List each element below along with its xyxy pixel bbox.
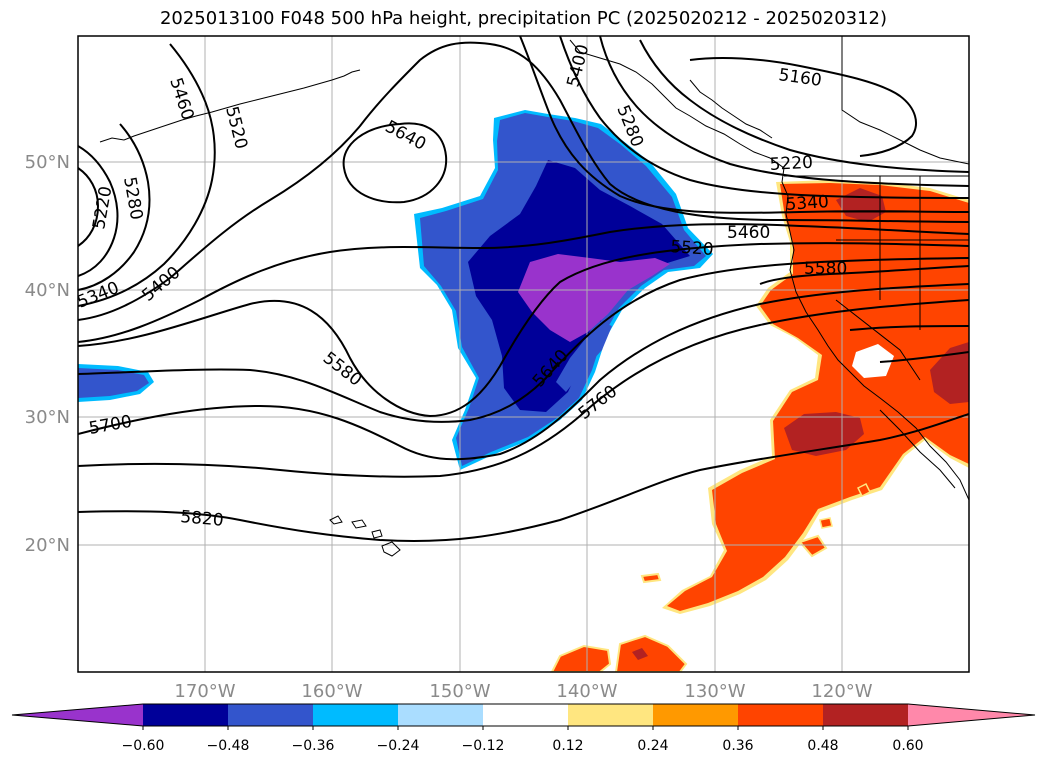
lon-label-150w: 150°W xyxy=(429,681,490,702)
contour-far-east-3 xyxy=(879,351,969,363)
hawaii-island-1 xyxy=(329,515,343,525)
colorbar: −0.60 −0.48 −0.36 −0.24 −0.12 0.12 0.24 0.36 0.4… xyxy=(11,703,1036,754)
contour-label-5580-east: 5580 xyxy=(804,259,847,279)
colorbar-tick-label: −0.48 xyxy=(207,738,250,754)
pos-anomaly-dark-red-east xyxy=(930,342,969,404)
colorbar-segment xyxy=(823,704,908,726)
colorbar-tick-label: −0.36 xyxy=(292,738,335,754)
contour-5820 xyxy=(78,413,969,542)
contour-label-5340-east: 5340 xyxy=(785,192,830,215)
contour-5520 xyxy=(78,223,969,343)
contour-label-5280-west: 5280 xyxy=(119,175,146,221)
colorbar-extend-low xyxy=(12,704,143,726)
hawaii-island-3 xyxy=(371,529,383,539)
pos-anomaly-white-gap xyxy=(852,344,894,378)
contour-label-5520-east: 5520 xyxy=(670,237,715,260)
colorbar-segment xyxy=(143,704,228,726)
contour-label-5220-west: 5220 xyxy=(89,185,116,231)
pos-anomaly-south-blob xyxy=(550,644,612,672)
map-frame xyxy=(77,35,970,673)
contour-label-5640-closed: 5640 xyxy=(382,117,430,155)
colorbar-ticks: −0.60 −0.48 −0.36 −0.24 −0.12 0.12 0.24 0.36 0.4… xyxy=(122,726,924,754)
colorbar-segment xyxy=(653,704,738,726)
lat-label-20n: 20°N xyxy=(25,535,70,556)
pos-anomaly-south-blob-2 xyxy=(614,634,688,672)
lat-label-50n: 50°N xyxy=(25,152,70,173)
colorbar-tick-label: 0.12 xyxy=(552,738,583,754)
colorbar-segment xyxy=(738,704,823,726)
contour-label-5400-west: 5400 xyxy=(138,263,184,306)
contour-label-5460-east: 5460 xyxy=(727,223,770,243)
longitude-labels: 170°W 160°W 150°W 140°W 130°W 120°W xyxy=(174,681,872,702)
contour-label-5580-west: 5580 xyxy=(319,348,365,390)
contour-5760 xyxy=(78,299,969,478)
colorbar-segment xyxy=(568,704,653,726)
pos-anomaly-south-dark xyxy=(632,648,648,660)
contour-5160 xyxy=(689,57,917,157)
lon-label-170w: 170°W xyxy=(174,681,235,702)
figure-title: 2025013100 F048 500 hPa height, precipit… xyxy=(159,8,888,29)
contour-label-5460-west: 5460 xyxy=(165,75,197,122)
colorbar-tick-label: 0.60 xyxy=(892,738,923,754)
contour-label-5220-east: 5220 xyxy=(769,153,813,175)
contour-far-east-2 xyxy=(849,325,969,331)
alaska-panhandle xyxy=(689,79,773,139)
neg-anomaly-medium-inner xyxy=(556,320,612,392)
gridlines xyxy=(78,36,969,672)
lon-label-130w: 130°W xyxy=(684,681,745,702)
colorbar-tick-label: 0.36 xyxy=(722,738,753,754)
map-area: 5160 5220 5220 5280 5280 5340 5340 5400 … xyxy=(78,36,969,672)
neg-anomaly-west-patch-inner xyxy=(78,368,149,398)
colorbar-segment xyxy=(398,704,483,726)
colorbar-tick-label: 0.48 xyxy=(807,738,838,754)
colorbar-tick-label: −0.12 xyxy=(462,738,505,754)
colorbar-segment xyxy=(483,704,568,726)
contour-5580 xyxy=(78,242,969,418)
contour-far-east-1 xyxy=(759,265,969,285)
contour-5340 xyxy=(78,36,969,291)
contour-5640 xyxy=(78,257,969,423)
contour-5700 xyxy=(78,283,969,461)
alaska-coast xyxy=(569,39,969,501)
colorbar-tick-label: −0.60 xyxy=(122,738,165,754)
pos-anomaly-islet-3 xyxy=(819,517,833,529)
alaska-inland-border xyxy=(841,36,969,165)
contour-5640-closed xyxy=(342,122,448,204)
baja-coast xyxy=(879,409,956,489)
lon-label-140w: 140°W xyxy=(556,681,617,702)
hawaii-island-2 xyxy=(351,519,367,529)
contour-label-5700: 5700 xyxy=(87,412,133,439)
height-contours xyxy=(78,36,969,542)
contour-labels: 5160 5220 5220 5280 5280 5340 5340 5400 … xyxy=(78,42,847,531)
state-line-5 xyxy=(835,299,921,381)
colorbar-extend-high xyxy=(908,704,1035,726)
lon-label-120w: 120°W xyxy=(811,681,872,702)
contour-5220 xyxy=(78,39,969,247)
contour-label-5400-north: 5400 xyxy=(563,42,593,89)
colorbar-segment xyxy=(228,704,313,726)
pos-anomaly-islet-4 xyxy=(856,482,872,498)
coastlines xyxy=(99,36,969,557)
aleutian-chain xyxy=(99,69,361,143)
contour-5280 xyxy=(78,36,969,277)
contour-5400 xyxy=(78,36,969,307)
lat-label-30n: 30°N xyxy=(25,407,70,428)
contour-5460 xyxy=(78,41,969,321)
colorbar-tick-label: 0.24 xyxy=(637,738,668,754)
hawaii-island-4 xyxy=(381,541,401,557)
lon-label-160w: 160°W xyxy=(301,681,362,702)
contour-label-5820: 5820 xyxy=(180,507,225,531)
lat-label-40n: 40°N xyxy=(25,280,70,301)
colorbar-tick-label: −0.24 xyxy=(377,738,420,754)
colorbar-segment xyxy=(313,704,398,726)
contour-label-5520-west: 5520 xyxy=(221,104,251,151)
colorbar-segments xyxy=(12,704,1035,726)
latitude-labels: 50°N 40°N 30°N 20°N xyxy=(25,152,70,556)
neg-anomaly-purple-core xyxy=(518,254,670,342)
pos-anomaly-islet-1 xyxy=(798,534,828,558)
pos-anomaly-islet-2 xyxy=(640,572,662,584)
